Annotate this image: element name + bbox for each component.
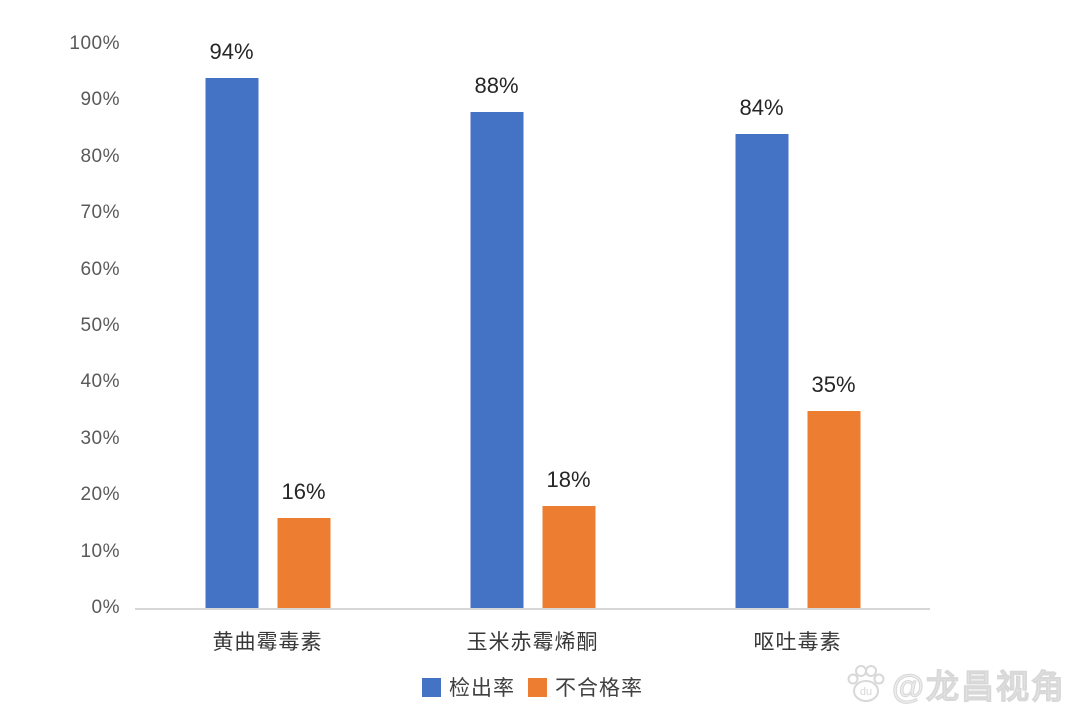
legend-label: 检出率: [449, 677, 515, 700]
bar-pair: 94% 16%: [205, 39, 330, 608]
bar-value-label: 35%: [811, 371, 856, 397]
legend-swatch-icon: [422, 677, 441, 697]
plot-area: 94% 16% 88% 18% 84% 35%: [135, 39, 930, 610]
watermark: du @龙昌视角: [845, 660, 1066, 708]
bar-value-label: 16%: [281, 478, 326, 504]
category-label-1: 玉米赤霉烯酮: [466, 631, 599, 654]
bar-series0-cat1: 88%: [470, 73, 523, 608]
bar-pair: 88% 18%: [470, 44, 595, 608]
bar-value-label: 84%: [739, 95, 784, 121]
legend: 检出率 不合格率: [135, 672, 930, 702]
y-tick-label: 80%: [80, 145, 120, 167]
y-tick-label: 90%: [80, 89, 120, 111]
bar-group-0: 94% 16%: [135, 39, 400, 608]
x-axis-line: [135, 608, 930, 610]
bar-value-label: 88%: [474, 72, 519, 98]
bar-value-label: 94%: [209, 38, 254, 64]
x-axis-labels: 黄曲霉毒素 玉米赤霉烯酮 呕吐毒素: [135, 626, 930, 656]
paw-du-text: du: [860, 686, 872, 698]
bar-series0-cat0: 94%: [205, 39, 258, 608]
y-tick-label: 20%: [80, 484, 120, 506]
y-tick-label: 10%: [80, 540, 120, 562]
y-tick-label: 100%: [69, 33, 120, 54]
bar-series1-cat0: 16%: [277, 479, 330, 608]
bar-series0-cat2: 84%: [735, 95, 788, 608]
y-tick-label: 0%: [91, 597, 120, 618]
legend-item-0: 检出率: [422, 672, 515, 702]
baidu-paw-icon: du: [847, 665, 885, 702]
bar-group-2: 84% 35%: [665, 44, 930, 608]
bar-value-label: 18%: [546, 467, 591, 493]
y-tick-label: 70%: [80, 202, 120, 224]
y-tick-label: 60%: [80, 258, 120, 280]
legend-label: 不合格率: [555, 677, 643, 700]
category-label-0: 黄曲霉毒素: [212, 631, 323, 654]
bar-group-1: 88% 18%: [400, 44, 665, 608]
y-tick-label: 30%: [80, 427, 120, 449]
category-label-2: 呕吐毒素: [753, 631, 842, 654]
legend-item-1: 不合格率: [528, 672, 643, 702]
y-axis: 0% 10% 20% 30% 40% 50% 60% 70% 80% 90% 100%: [0, 33, 120, 618]
bar-series1-cat1: 18%: [542, 467, 595, 608]
legend-swatch-icon: [528, 677, 547, 697]
y-tick-label: 40%: [80, 371, 120, 393]
bar-pair: 84% 35%: [735, 44, 860, 608]
watermark-text: @龙昌视角: [891, 668, 1066, 706]
y-tick-label: 50%: [80, 315, 120, 336]
bar-series1-cat2: 35%: [807, 372, 860, 608]
